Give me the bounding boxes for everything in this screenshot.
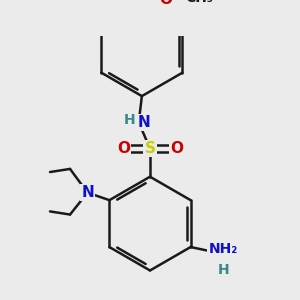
Text: H: H bbox=[217, 262, 229, 277]
Text: CH₃: CH₃ bbox=[185, 0, 213, 5]
Text: S: S bbox=[145, 141, 155, 156]
Text: N: N bbox=[81, 185, 94, 200]
Text: O: O bbox=[117, 141, 130, 156]
Text: O: O bbox=[159, 0, 172, 7]
Text: O: O bbox=[170, 141, 183, 156]
Text: N: N bbox=[137, 115, 150, 130]
Text: NH₂: NH₂ bbox=[208, 242, 238, 256]
Text: H: H bbox=[124, 113, 136, 128]
